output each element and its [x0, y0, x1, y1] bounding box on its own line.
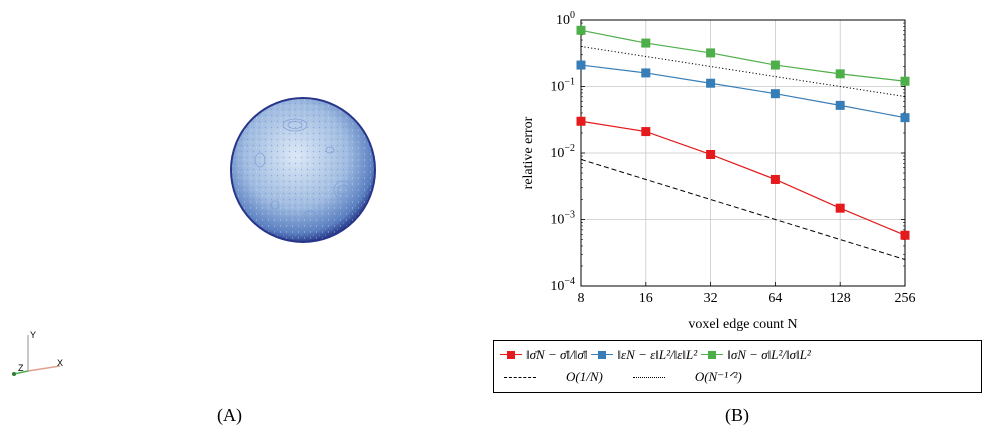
- legend-item-stress: ‖σN − σ‖L²/‖σ‖L²: [701, 347, 811, 363]
- series-2-point: [900, 76, 910, 86]
- series-0-point: [576, 116, 586, 126]
- series-0-point: [900, 230, 910, 240]
- legend-item-mean-stress: ‖σ̄N − σ̄‖/‖σ̄‖: [500, 347, 587, 363]
- x-tick-label: 64: [768, 291, 782, 306]
- plot-ticks: 8 16 32 64 128 256 10−4 10−3 10−2 10−1 100: [550, 10, 915, 306]
- series-2-point: [576, 25, 586, 35]
- series-1-point: [835, 100, 845, 110]
- y-tick-label: 10−2: [550, 143, 575, 161]
- sphere-render: [230, 97, 376, 243]
- y-axis-label: relative error: [521, 116, 536, 189]
- convergence-plot: 8 16 32 64 128 256 10−4 10−3 10−2 10−1 100: [550, 10, 915, 306]
- x-axis-label: voxel edge count N: [688, 317, 797, 332]
- series-2-point: [641, 38, 651, 48]
- triad-label-x: X: [57, 358, 63, 368]
- triad-label-y: Y: [30, 330, 36, 340]
- series-line-3: [580, 158, 906, 261]
- plot-series: [576, 25, 910, 261]
- plot-grid: [580, 19, 906, 287]
- x-tick-label: 128: [830, 291, 851, 306]
- series-1-point: [641, 68, 651, 78]
- legend-item-strain: ‖εN − ε‖L²/‖ε‖L²: [591, 347, 697, 363]
- series-line-1: [580, 64, 906, 119]
- legend-label: O(1/N): [566, 369, 603, 384]
- series-2-point: [770, 60, 780, 70]
- legend-item-linear-rate: O(1/N): [500, 369, 603, 385]
- y-tick-label: 10−3: [550, 210, 575, 228]
- chart-legend: ‖σ̄N − σ̄‖/‖σ̄‖ ‖εN − ε‖L²/‖ε‖L² ‖σN − σ…: [493, 340, 982, 393]
- legend-swatch-green: [701, 349, 724, 361]
- legend-swatch-dashed: [500, 371, 540, 383]
- x-tick-label: 8: [578, 291, 585, 306]
- legend-label: ‖σ̄N − σ̄‖/‖σ̄‖: [526, 347, 588, 362]
- series-0-point: [770, 174, 780, 184]
- series-1-point: [576, 60, 586, 70]
- series-2-point: [706, 48, 716, 58]
- y-tick-label: 10−1: [550, 77, 575, 95]
- legend-swatch-dotted: [629, 371, 669, 383]
- caption-panel-b: (B): [725, 405, 749, 425]
- series-2-point: [835, 69, 845, 79]
- series-0-point: [706, 149, 716, 159]
- series-line-0: [580, 120, 906, 236]
- legend-swatch-red: [500, 349, 522, 361]
- legend-label: ‖εN − ε‖L²/‖ε‖L²: [617, 347, 698, 362]
- series-line-2: [580, 29, 906, 82]
- series-1-point: [770, 89, 780, 99]
- caption-panel-a: (A): [217, 405, 242, 425]
- legend-label: ‖σN − σ‖L²/‖σ‖L²: [727, 347, 811, 362]
- legend-item-sqrt-rate: O(N⁻¹ᐟ²): [629, 369, 742, 385]
- x-tick-label: 16: [639, 291, 653, 306]
- series-0-point: [835, 203, 845, 213]
- y-tick-label: 100: [556, 10, 575, 28]
- orientation-triad: [12, 335, 61, 376]
- series-1-point: [706, 78, 716, 88]
- legend-swatch-blue: [591, 349, 614, 361]
- x-tick-label: 256: [895, 291, 916, 306]
- y-tick-label: 10−4: [550, 276, 575, 294]
- legend-label: O(N⁻¹ᐟ²): [694, 369, 742, 384]
- series-1-point: [900, 113, 910, 123]
- triad-label-z: Z: [18, 363, 24, 373]
- series-line-4: [580, 45, 906, 98]
- series-0-point: [641, 127, 651, 137]
- x-tick-label: 32: [704, 291, 718, 306]
